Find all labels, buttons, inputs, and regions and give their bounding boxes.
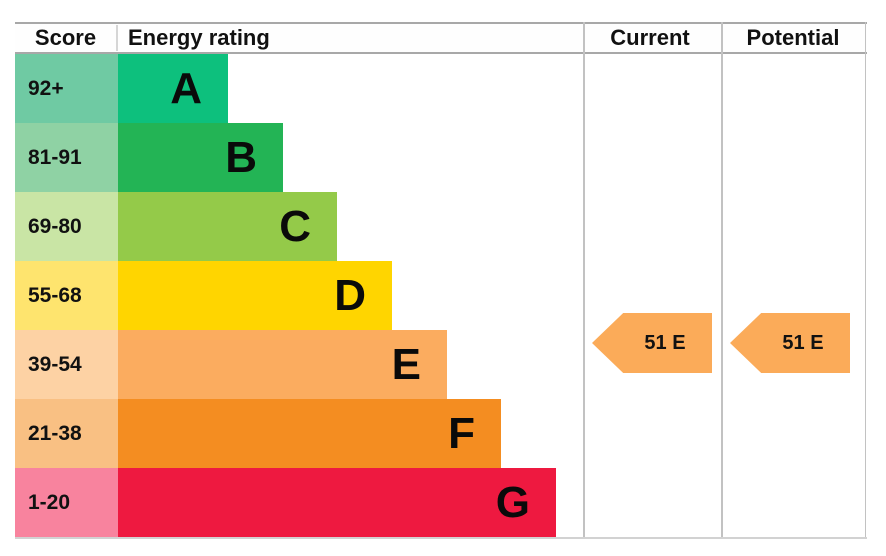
score-cell: 81-91 — [15, 123, 118, 192]
score-cell: 39-54 — [15, 330, 118, 399]
energy-rating-header: Energy rating — [128, 25, 270, 50]
band-row-b: 81-91 B — [15, 123, 867, 192]
band-row-d: 55-68 D — [15, 261, 867, 330]
rating-bar-d: D — [118, 261, 392, 330]
band-row-g: 1-20 G — [15, 468, 867, 537]
rating-bands: 92+ A 81-91 B 69-80 C 55-68 D 39-54 E 21… — [15, 54, 867, 537]
score-cell: 1-20 — [15, 468, 118, 537]
current-rating-label: 51 E — [644, 331, 686, 354]
rating-bar-c: C — [118, 192, 337, 261]
rating-letter: D — [334, 270, 366, 320]
band-row-e: 39-54 E — [15, 330, 867, 399]
rating-bar-a: A — [118, 54, 228, 123]
rating-letter: G — [495, 477, 530, 527]
current-header: Current — [610, 25, 690, 50]
grid-line-current-left — [583, 22, 585, 537]
grid-line-right-edge — [865, 22, 866, 537]
rating-letter: E — [391, 339, 421, 389]
score-cell: 69-80 — [15, 192, 118, 261]
rating-letter: F — [448, 408, 475, 458]
grid-line-potential-left — [721, 22, 723, 537]
score-cell: 92+ — [15, 54, 118, 123]
band-row-c: 69-80 C — [15, 192, 867, 261]
potential-rating-label: 51 E — [782, 331, 824, 354]
score-cell: 21-38 — [15, 399, 118, 468]
potential-header: Potential — [746, 25, 840, 50]
score-cell: 55-68 — [15, 261, 118, 330]
table-header: Score Energy rating Current Potential — [15, 22, 867, 54]
band-row-a: 92+ A — [15, 54, 867, 123]
rating-bar-f: F — [118, 399, 501, 468]
band-row-f: 21-38 F — [15, 399, 867, 468]
rating-bar-b: B — [118, 123, 283, 192]
score-header: Score — [15, 25, 118, 51]
rating-bar-e: E — [118, 330, 447, 399]
rating-letter: B — [225, 132, 257, 182]
rating-letter: C — [279, 201, 311, 251]
rating-letter: A — [170, 63, 202, 113]
epc-table: Score Energy rating Current Potential 92… — [15, 22, 867, 539]
rating-bar-g: G — [118, 468, 556, 537]
